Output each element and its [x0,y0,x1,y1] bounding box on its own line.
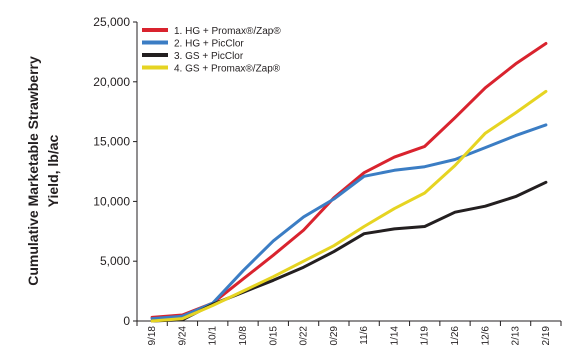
x-tick-label: 2/19 [541,326,552,346]
y-tick-label: 25,000 [93,15,130,29]
x-tick-label: 2/13 [511,326,522,346]
x-tick-label: 0/15 [268,326,279,346]
x-tick-label: 1/26 [450,326,461,346]
y-tick-label: 20,000 [93,75,130,89]
x-tick-label: 0/29 [329,326,340,346]
x-axis: 9/18 9/24 10/1 10/8 0/15 0/22 0/29 11/6 1/14 1/19… [136,320,562,346]
legend-label: 1. HG + Promax®/Zap® [174,26,281,37]
series-line [150,89,548,323]
y-axis-title-line: Cumulative Marketable Strawberry [25,56,41,286]
x-tick-label: 10/8 [238,326,249,346]
x-tick-label: 12/6 [480,326,491,346]
series-layer [150,42,548,323]
y-axis-title-line: Yield, lb/ac [45,134,61,207]
legend-label: 4. GS + Promax®/Zap® [174,64,281,75]
y-axis-title: Cumulative Marketable Strawberry Yield, l… [25,56,61,286]
y-tick-label: 0 [123,314,130,328]
y-tick-label: 15,000 [93,135,130,149]
y-axis: 0 5,000 10,000 15,000 20,000 25,000 [93,15,138,328]
x-tick-label: 9/18 [147,326,158,346]
x-tick-label: 11/6 [359,326,370,345]
series-line [150,180,548,323]
legend-label: 3. GS + PicClor [174,51,244,62]
x-tick-label: 0/22 [299,326,310,346]
y-tick-label: 10,000 [93,194,130,208]
x-tick-label: 10/1 [208,326,219,346]
y-tick-label: 5,000 [100,254,130,268]
x-tick-label: 9/24 [177,326,188,346]
series-line [150,42,548,319]
series-line [150,123,548,321]
x-tick-label: 1/14 [389,326,400,346]
legend-label: 2. HG + PicClor [174,39,244,50]
x-tick-label: 1/19 [420,326,431,346]
